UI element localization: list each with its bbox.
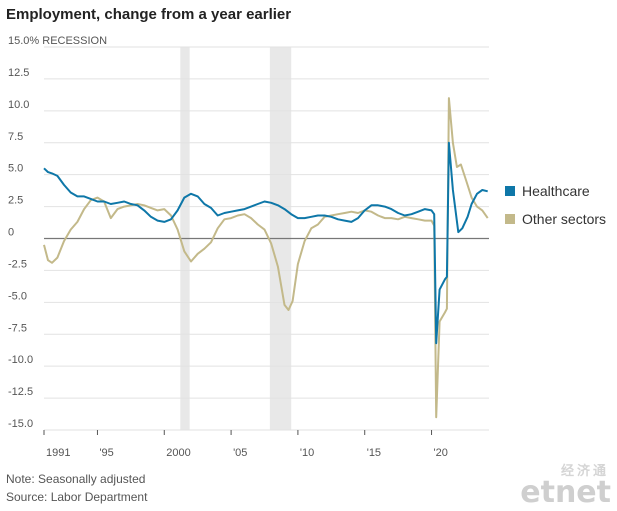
y-tick-label: -5.0 — [8, 290, 27, 302]
legend-label-healthcare: Healthcare — [522, 183, 590, 199]
y-tick-label: 7.5 — [8, 131, 23, 143]
note-text: Note: Seasonally adjusted — [6, 472, 146, 486]
y-tick-label: -2.5 — [8, 258, 27, 270]
y-axis: 15.0% RECESSION 12.5 10.0 7.5 5.0 2.5 0 -2.5 -5.… — [8, 35, 107, 430]
legend-label-other-sectors: Other sectors — [522, 211, 606, 227]
series-line-healthcare — [43, 141, 488, 345]
x-axis: 1991 '95 2000 '05 '10 '15 '20 — [43, 430, 448, 459]
legend: Healthcare Other sectors — [505, 183, 606, 227]
y-tick-label: -15.0 — [8, 418, 33, 430]
x-tick-label: 1991 — [46, 447, 70, 459]
series-line-other-sectors — [43, 97, 489, 419]
y-tick-label: 5.0 — [8, 163, 23, 175]
y-tick-label: 12.5 — [8, 67, 29, 79]
grid-lines — [44, 46, 489, 431]
source-text: Source: Labor Department — [6, 490, 148, 504]
legend-swatch-other-sectors — [505, 214, 515, 224]
x-tick-label: '10 — [300, 447, 314, 459]
y-tick-label: -10.0 — [8, 354, 33, 366]
y-tick-label: 15.0% RECESSION — [8, 35, 107, 47]
etnet-watermark: 经济通 etnet — [520, 460, 611, 510]
x-tick-label: '05 — [233, 447, 247, 459]
x-tick-label: '20 — [434, 447, 448, 459]
x-tick-label: 2000 — [166, 447, 190, 459]
y-tick-label: 2.5 — [8, 195, 23, 207]
legend-swatch-healthcare — [505, 186, 515, 196]
series-lines — [43, 97, 489, 419]
watermark-chinese: 经济通 — [560, 464, 609, 479]
x-tick-label: '95 — [99, 447, 113, 459]
y-tick-label: -7.5 — [8, 322, 27, 334]
y-tick-label: -12.5 — [8, 386, 33, 398]
x-tick-label: '15 — [367, 447, 381, 459]
y-tick-label: 0 — [8, 227, 14, 239]
watermark-logo: etnet — [520, 475, 611, 510]
y-tick-label: 10.0 — [8, 99, 29, 111]
chart-title: Employment, change from a year earlier — [6, 6, 292, 23]
